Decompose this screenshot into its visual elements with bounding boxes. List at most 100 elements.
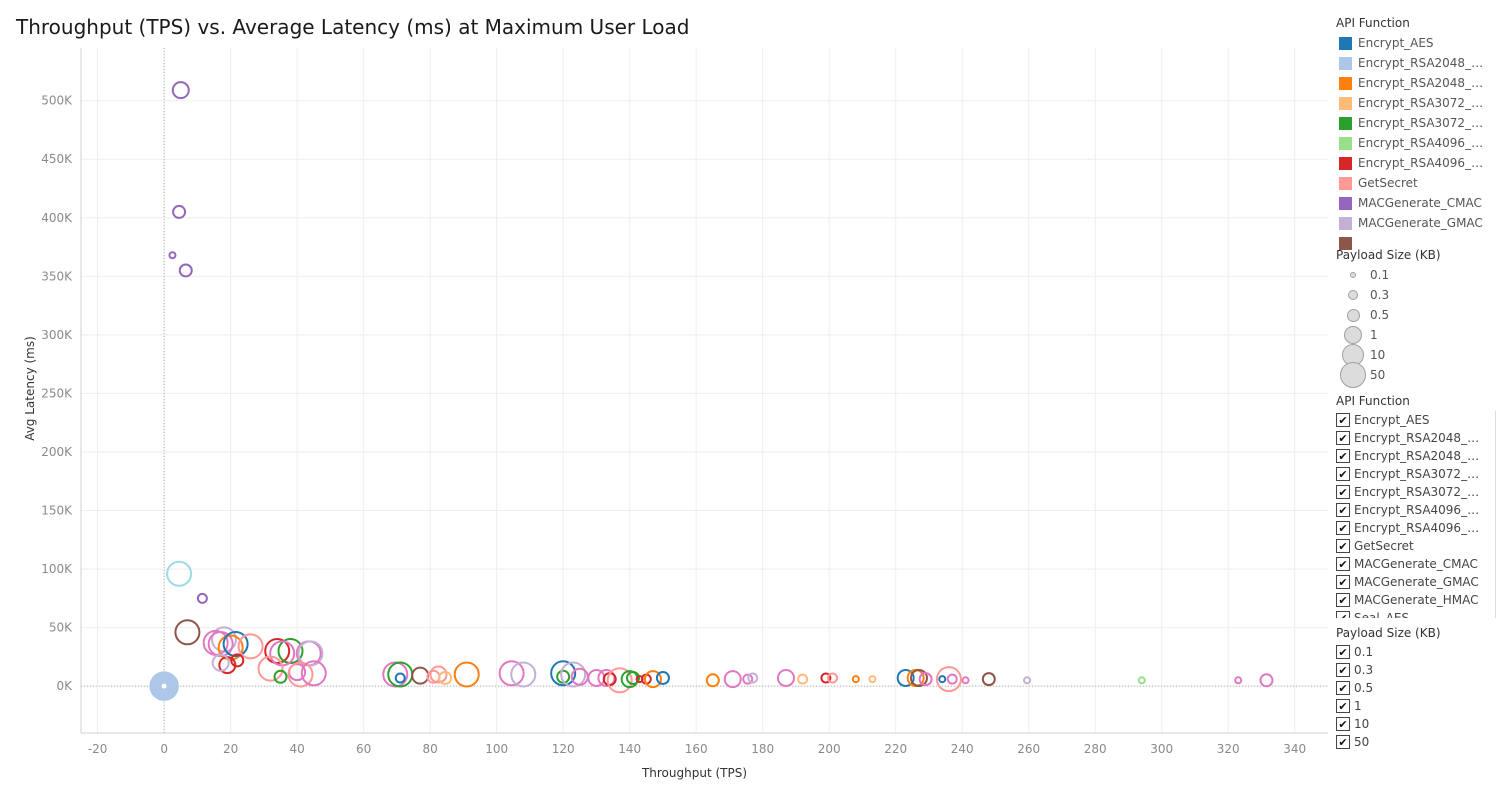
legend-swatch: [1339, 136, 1352, 150]
legend-item[interactable]: MACGenerate_CMAC: [1336, 193, 1496, 213]
checkbox-checked-icon[interactable]: ✔: [1336, 521, 1350, 535]
api-filter-list[interactable]: ✔ Encrypt_AES ✔ Encrypt_RSA2048_no.. ✔ Encryp…: [1336, 411, 1496, 618]
filter-option[interactable]: ✔ Seal_AES: [1336, 609, 1495, 618]
checkbox-checked-icon[interactable]: ✔: [1336, 699, 1350, 713]
legend-item[interactable]: Encrypt_RSA3072_w..: [1336, 113, 1496, 133]
checkbox-checked-icon[interactable]: ✔: [1336, 413, 1350, 427]
x-tick-label: 320: [1217, 742, 1240, 756]
x-tick-label: -20: [88, 742, 108, 756]
filter-option[interactable]: ✔ Encrypt_RSA3072_wi..: [1336, 483, 1495, 501]
filter-option[interactable]: ✔ Encrypt_RSA2048_wi..: [1336, 447, 1495, 465]
data-point: [620, 670, 639, 689]
data-point: [556, 669, 571, 684]
checkbox-checked-icon[interactable]: ✔: [1336, 717, 1350, 731]
filter-option[interactable]: ✔ Encrypt_RSA4096_no..: [1336, 501, 1495, 519]
size-circle-icon: [1346, 308, 1360, 322]
x-tick-label: 120: [552, 742, 575, 756]
checkbox-checked-icon[interactable]: ✔: [1336, 645, 1350, 659]
data-point: [742, 673, 754, 685]
size-circle-wrap: [1336, 362, 1370, 388]
filter-option[interactable]: ✔ MACGenerate_CMAC: [1336, 555, 1495, 573]
legend-label: Encrypt_RSA4096_n..: [1358, 136, 1486, 150]
legend-item[interactable]: MACGenerate_GMAC: [1336, 213, 1496, 233]
checkbox-checked-icon[interactable]: ✔: [1336, 575, 1350, 589]
checkbox-checked-icon[interactable]: ✔: [1336, 503, 1350, 517]
legend-item[interactable]: GetSecret: [1336, 173, 1496, 193]
checkbox-checked-icon[interactable]: ✔: [1336, 593, 1350, 607]
filter-option[interactable]: ✔ 1: [1336, 697, 1496, 715]
y-tick-label: 250K: [41, 386, 73, 400]
legend-label: MACGenerate_CMAC: [1358, 196, 1482, 210]
filter-option-label: 1: [1354, 699, 1362, 713]
checkbox-checked-icon[interactable]: ✔: [1336, 557, 1350, 571]
size-circle-wrap: [1336, 272, 1370, 278]
legend-item[interactable]: Encrypt_RSA2048_w..: [1336, 73, 1496, 93]
filter-option[interactable]: ✔ Encrypt_RSA3072_no..: [1336, 465, 1495, 483]
legend-item[interactable]: Encrypt_RSA2048_n..: [1336, 53, 1496, 73]
filter-option[interactable]: ✔ 0.3: [1336, 661, 1496, 679]
checkbox-checked-icon[interactable]: ✔: [1336, 611, 1350, 618]
legend-item[interactable]: Encrypt_AES: [1336, 33, 1496, 53]
checkbox-checked-icon[interactable]: ✔: [1336, 735, 1350, 749]
legend-item[interactable]: Encrypt_RSA4096_w..: [1336, 153, 1496, 173]
legend-item[interactable]: [1336, 233, 1496, 251]
x-tick-label: 340: [1283, 742, 1306, 756]
filter-option[interactable]: ✔ 10: [1336, 715, 1496, 733]
data-point: [1234, 676, 1243, 685]
data-point: [550, 660, 577, 687]
data-point: [168, 251, 177, 260]
size-legend: Payload Size (KB) 0.1 0.3 0.5 1 10 50: [1336, 248, 1496, 388]
data-point: [868, 675, 877, 684]
data-point: [560, 661, 587, 688]
legend-swatch: [1339, 36, 1352, 50]
x-tick-label: 20: [223, 742, 238, 756]
data-point: [166, 560, 193, 587]
size-legend-label: 0.5: [1370, 308, 1390, 322]
color-legend-list[interactable]: Encrypt_AES Encrypt_RSA2048_n.. Encrypt_RS…: [1336, 33, 1496, 251]
filter-option[interactable]: ✔ Encrypt_RSA2048_no..: [1336, 429, 1495, 447]
legend-item[interactable]: Encrypt_RSA4096_n..: [1336, 133, 1496, 153]
data-point: [394, 672, 406, 684]
data-point: [171, 81, 190, 100]
data-point: [827, 672, 839, 684]
data-point: [273, 669, 288, 684]
filter-option[interactable]: ✔ MACGenerate_GMAC: [1336, 573, 1495, 591]
legend-swatch: [1339, 76, 1352, 90]
data-point: [981, 672, 996, 687]
data-point: [453, 661, 480, 688]
checkbox-checked-icon[interactable]: ✔: [1336, 467, 1350, 481]
filter-option[interactable]: ✔ 0.1: [1336, 643, 1496, 661]
data-point: [606, 667, 633, 694]
payload-filter-list[interactable]: ✔ 0.1 ✔ 0.3 ✔ 0.5 ✔ 1 ✔ 10 ✔ 50: [1336, 643, 1496, 751]
checkbox-checked-icon[interactable]: ✔: [1336, 681, 1350, 695]
checkbox-checked-icon[interactable]: ✔: [1336, 485, 1350, 499]
filter-option-label: Encrypt_RSA2048_no..: [1354, 431, 1486, 445]
size-legend-item: 0.1: [1336, 265, 1496, 285]
y-axis-title: Avg Latency (ms): [23, 336, 37, 441]
legend-swatch: [1339, 196, 1352, 210]
filter-option[interactable]: ✔ 50: [1336, 733, 1496, 751]
checkbox-checked-icon[interactable]: ✔: [1336, 539, 1350, 553]
legend-swatch: [1339, 156, 1352, 170]
filter-option[interactable]: ✔ Encrypt_AES: [1336, 411, 1495, 429]
filter-option-label: Seal_AES: [1354, 611, 1410, 618]
filter-option-label: 0.1: [1354, 645, 1374, 659]
data-point-center: [161, 683, 167, 689]
checkbox-checked-icon[interactable]: ✔: [1336, 449, 1350, 463]
filter-option-label: 50: [1354, 735, 1370, 749]
legend-item[interactable]: Encrypt_RSA3072_n..: [1336, 93, 1496, 113]
filter-option[interactable]: ✔ 0.5: [1336, 679, 1496, 697]
checkbox-checked-icon[interactable]: ✔: [1336, 663, 1350, 677]
legend-label: Encrypt_AES: [1358, 36, 1434, 50]
data-point: [961, 676, 970, 685]
data-point: [626, 670, 641, 685]
size-legend-list: 0.1 0.3 0.5 1 10 50: [1336, 265, 1496, 388]
legend-label: Encrypt_RSA3072_w..: [1358, 116, 1486, 130]
data-point: [946, 673, 958, 685]
checkbox-checked-icon[interactable]: ✔: [1336, 431, 1350, 445]
filter-option[interactable]: ✔ GetSecret: [1336, 537, 1495, 555]
scatter-plot: -20 0 20 40 60 80 100 120 140 160 180 200 220 240 260 2…: [23, 48, 1328, 780]
filter-option[interactable]: ✔ Encrypt_RSA4096_wi..: [1336, 519, 1495, 537]
filter-option[interactable]: ✔ MACGenerate_HMAC: [1336, 591, 1495, 609]
size-legend-label: 50: [1370, 368, 1386, 382]
